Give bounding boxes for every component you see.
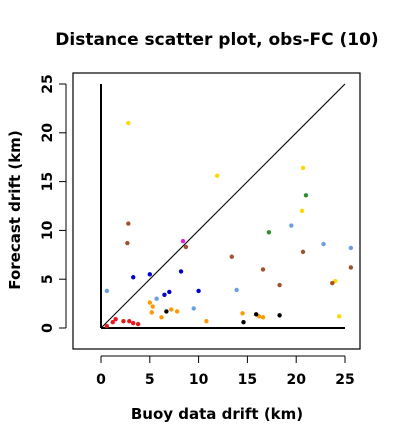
scatter-point xyxy=(241,319,246,325)
scatter-point xyxy=(131,320,136,326)
scatter-point xyxy=(277,282,282,288)
x-tick-label: 10 xyxy=(189,372,209,388)
scatter-point xyxy=(149,310,154,315)
reference-lines xyxy=(100,83,346,329)
scatter-point xyxy=(147,300,152,305)
scatter-point xyxy=(126,120,131,126)
x-axis-label: Buoy data drift (km) xyxy=(131,405,303,423)
scatter-point xyxy=(234,287,239,293)
scatter-point xyxy=(289,223,294,228)
x-tick-label: 0 xyxy=(96,372,106,388)
scatter-point xyxy=(159,315,164,320)
scatter-point xyxy=(131,275,136,280)
scatter-point xyxy=(266,230,272,235)
scatter-point xyxy=(125,240,130,246)
data-points xyxy=(104,120,354,329)
scatter-point xyxy=(121,318,126,324)
x-axis: 0 5 10 15 20 25 Buoy data drift (km) xyxy=(96,355,355,423)
scatter-point xyxy=(113,317,118,322)
scatter-point xyxy=(277,313,282,318)
scatter-point xyxy=(178,269,184,274)
scatter-point xyxy=(204,318,209,324)
scatter-point xyxy=(167,289,172,295)
scatter-point xyxy=(150,304,155,309)
scatter-point xyxy=(321,241,326,247)
scatter-point xyxy=(336,314,342,319)
scatter-point xyxy=(214,173,220,178)
scatter-point xyxy=(300,249,306,255)
scatter-point xyxy=(348,265,354,270)
scatter-point xyxy=(260,267,266,272)
scatter-point xyxy=(196,288,201,294)
scatter-point xyxy=(127,318,132,324)
scatter-point xyxy=(162,292,167,298)
y-tick-label: 15 xyxy=(40,172,56,191)
scatter-point xyxy=(300,165,306,171)
scatter-point xyxy=(135,321,141,327)
scatter-point xyxy=(174,309,180,314)
scatter-point xyxy=(348,245,354,251)
y-tick-label: 25 xyxy=(40,74,56,93)
scatter-point xyxy=(253,312,259,317)
scatter-point xyxy=(110,319,115,325)
y-tick-label: 0 xyxy=(40,323,56,333)
y-tick-label: 5 xyxy=(40,274,56,284)
scatter-point xyxy=(147,272,152,277)
chart-title: Distance scatter plot, obs-FC (10) xyxy=(55,30,378,50)
scatter-point xyxy=(303,193,309,198)
scatter-point xyxy=(183,244,189,250)
x-tick-label: 5 xyxy=(145,372,155,388)
plot-frame xyxy=(72,72,361,350)
scatter-point xyxy=(164,309,169,314)
scatter-point xyxy=(240,311,245,316)
scatter-point xyxy=(169,307,174,312)
y-tick-label: 10 xyxy=(40,220,56,240)
x-tick-label: 20 xyxy=(286,372,306,388)
reference-line-diagonal xyxy=(100,83,346,329)
scatter-point xyxy=(260,315,266,320)
scatter-point xyxy=(299,208,305,214)
scatter-point xyxy=(191,306,196,311)
scatter-point xyxy=(126,221,131,226)
y-tick-label: 20 xyxy=(40,123,56,143)
scatter-point xyxy=(104,288,110,294)
y-axis: 0 5 10 15 20 25 Forecast drift (km) xyxy=(6,74,67,333)
x-tick-label: 25 xyxy=(335,372,354,388)
y-axis-label: Forecast drift (km) xyxy=(6,130,24,289)
scatter-point xyxy=(229,254,234,259)
x-tick-label: 15 xyxy=(238,372,257,388)
scatter-point xyxy=(330,280,335,286)
scatter-point xyxy=(180,238,186,244)
scatter-point xyxy=(104,323,110,329)
scatter-point xyxy=(154,296,159,301)
